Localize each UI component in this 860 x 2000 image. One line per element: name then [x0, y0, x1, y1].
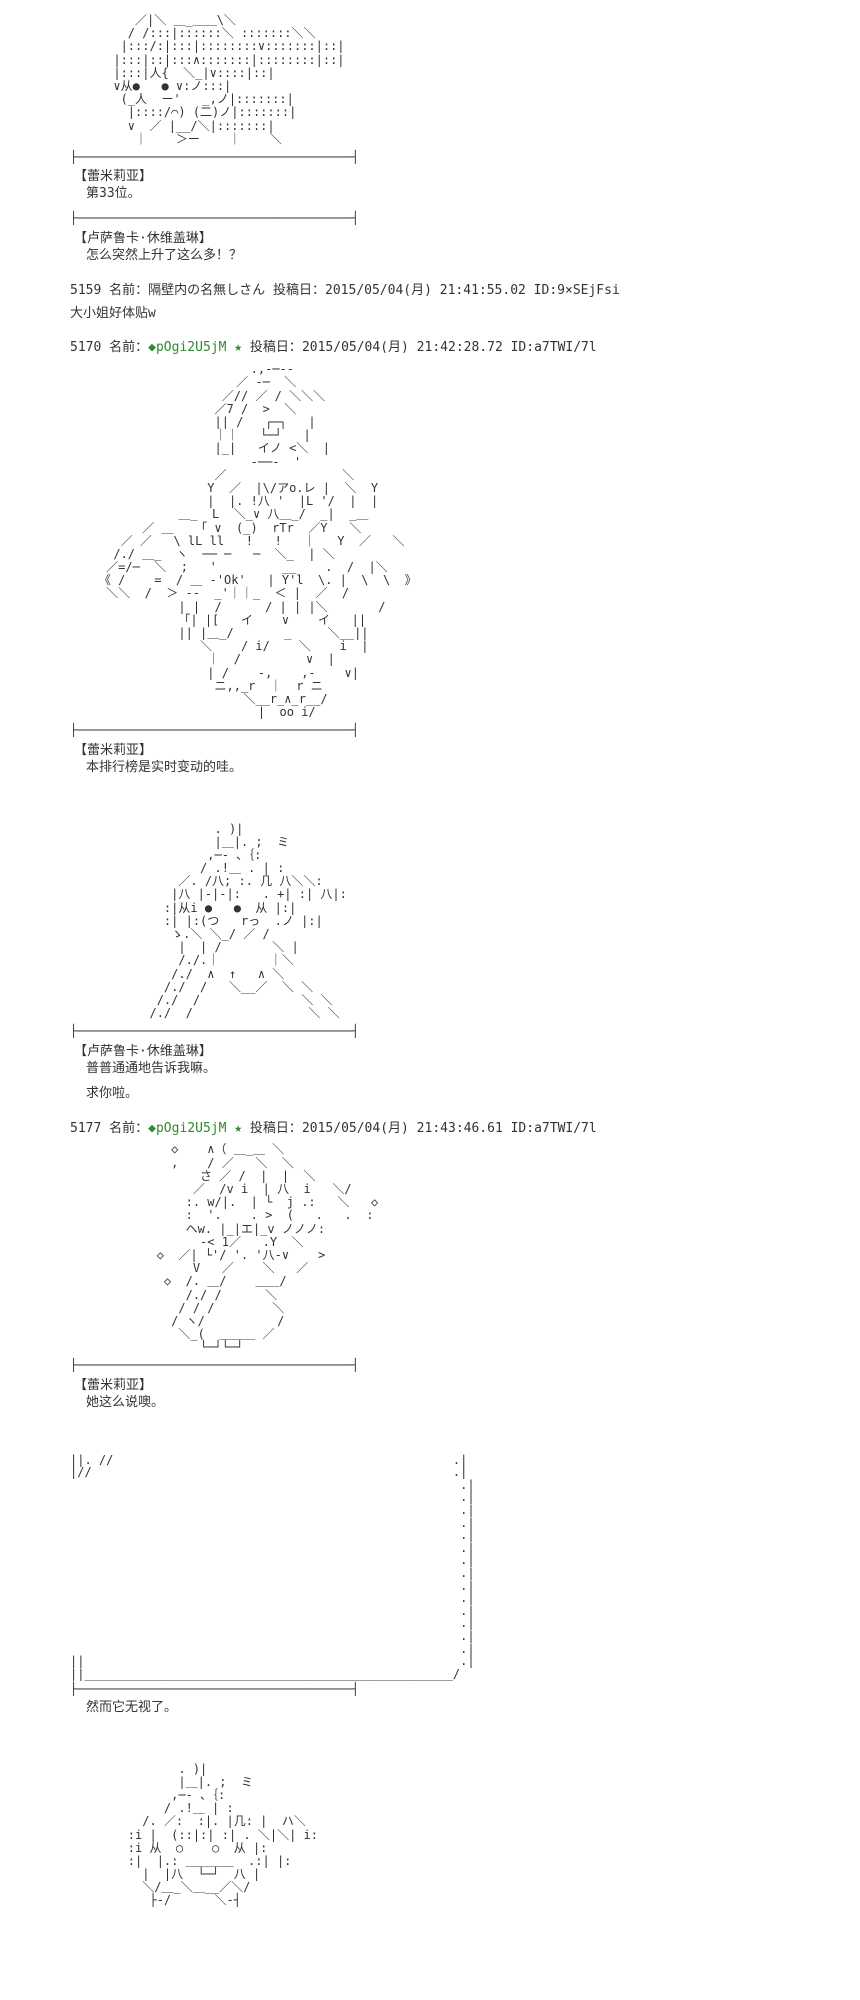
star-icon: ★ [234, 1121, 242, 1136]
speaker-rusalka-2: 【卢萨鲁卡·休维盖琳】 [74, 1044, 790, 1061]
post-body-5159: 大小姐好体贴w [70, 306, 790, 323]
ascii-art-0: ／|＼ ＿_＿＿\＼ / /:::|::::::＼ :::::::＼＼ |:::… [70, 14, 790, 146]
dialogue-3: 本排行榜是实时变动的哇。 [86, 760, 790, 777]
divider-3: ├──────────────────────────────────────┤ [70, 723, 790, 739]
post-num: 5159 [70, 283, 101, 298]
post-header-5159: 5159 名前：隔壁内の名無しさん 投稿日：2015/05/04(月) 21:4… [70, 283, 790, 300]
dialogue-4b: 求你啦。 [86, 1086, 790, 1103]
ascii-art-1: .,-─-- ／ -─ ＼ ／// ／ / ＼＼＼ ／7 / > ＼ || / … [70, 363, 790, 719]
date-label: 投稿日： [273, 283, 325, 298]
post-date: 2015/05/04(月) 21:41:55.02 ID:9×SEjFsi [325, 283, 620, 298]
tripcode: ◆pOgi2U5jM [148, 1121, 226, 1136]
post-date: 2015/05/04(月) 21:43:46.61 ID:a7TWI/7l [302, 1121, 597, 1136]
name-label: 名前： [109, 283, 148, 298]
speaker-rusalka-1: 【卢萨鲁卡·休维盖琳】 [74, 231, 790, 248]
ascii-art-5: . )| |＿|. ; ミ ,─- 、｛: / .!＿ | : /. ／: :|… [70, 1763, 790, 1908]
divider-1: ├──────────────────────────────────────┤ [70, 150, 790, 166]
name-label: 名前： [109, 340, 148, 355]
speaker-remilia-2: 【蕾米莉亚】 [74, 743, 790, 760]
divider-5: ├──────────────────────────────────────┤ [70, 1358, 790, 1374]
star-icon: ★ [234, 340, 242, 355]
divider-4: ├──────────────────────────────────────┤ [70, 1024, 790, 1040]
dialogue-2: 怎么突然上升了这么多！？ [86, 248, 790, 265]
date-label: 投稿日： [250, 340, 302, 355]
speaker-remilia-1: 【蕾米莉亚】 [74, 169, 790, 186]
date-label: 投稿日： [250, 1121, 302, 1136]
ascii-art-2: . )| |＿|. ; ミ ,─- 、｛: / .!＿ . | : ／. /八;… [70, 823, 790, 1021]
post-num: 5177 [70, 1121, 101, 1136]
post-date: 2015/05/04(月) 21:42:28.72 ID:a7TWI/7l [302, 340, 597, 355]
post-num: 5170 [70, 340, 101, 355]
post-header-5170: 5170 名前：◆pOgi2U5jM ★ 投稿日：2015/05/04(月) 2… [70, 340, 790, 357]
dialogue-5: 她这么说噢。 [86, 1395, 790, 1412]
dialogue-6: 然而它无视了。 [86, 1700, 790, 1717]
dialogue-1: 第33位。 [86, 186, 790, 203]
ascii-box: ||. // .| |// .| .| [70, 1454, 790, 1681]
speaker-remilia-3: 【蕾米莉亚】 [74, 1378, 790, 1395]
divider-6: ├──────────────────────────────────────┤ [70, 1682, 790, 1698]
name-label: 名前： [109, 1121, 148, 1136]
dialogue-4a: 普普通通地告诉我嘛。 [86, 1061, 790, 1078]
divider-2: ├──────────────────────────────────────┤ [70, 211, 790, 227]
ascii-art-3: ◇ ∧（ ＿_＿ ＼ , / ／ ＼ ＼ さ ／ / | | ＼ ／ /v i … [70, 1143, 790, 1354]
post-header-5177: 5177 名前：◆pOgi2U5jM ★ 投稿日：2015/05/04(月) 2… [70, 1121, 790, 1138]
poster-name: 隔壁内の名無しさん [148, 283, 265, 298]
tripcode: ◆pOgi2U5jM [148, 340, 226, 355]
